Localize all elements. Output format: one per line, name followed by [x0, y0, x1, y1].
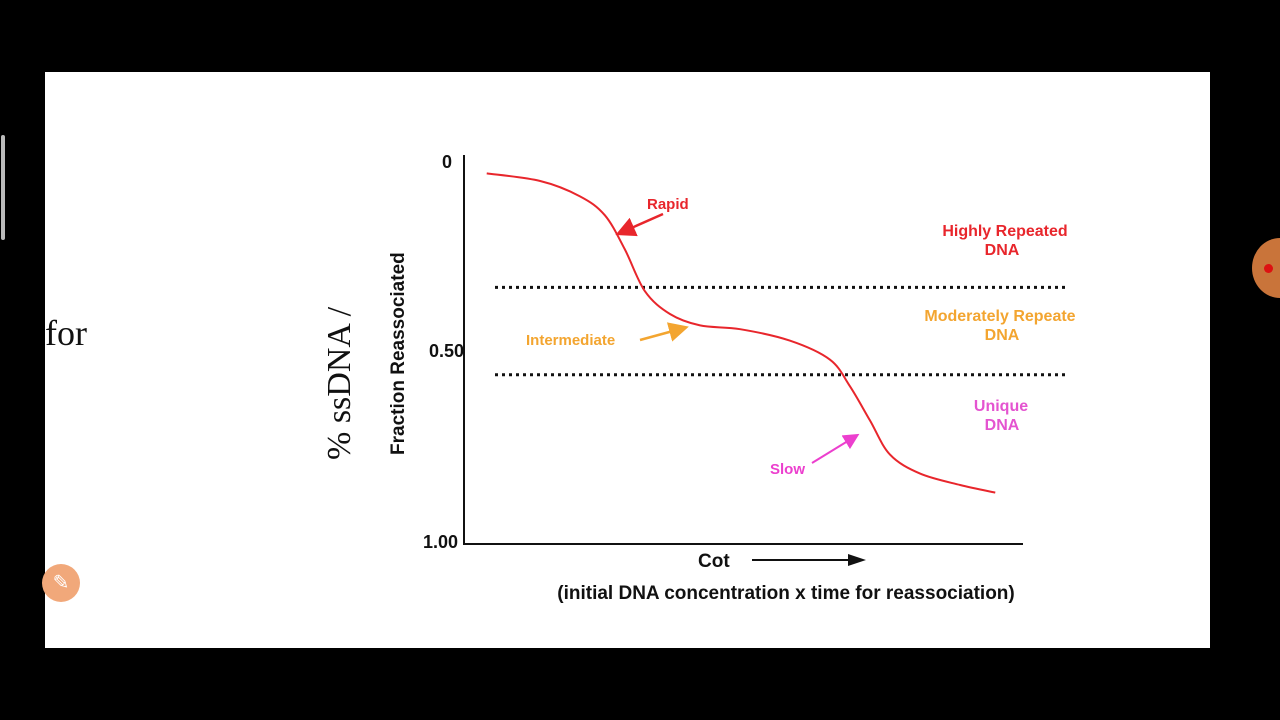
x-axis-label: Cot: [698, 551, 730, 572]
y-label-outer: % ssDNA /: [321, 306, 358, 460]
region-label: DNA: [985, 417, 1020, 434]
region-label: DNA: [985, 242, 1020, 259]
slow-arrow: [811, 433, 860, 464]
slide: [45, 72, 1210, 648]
record-icon: [1264, 264, 1273, 273]
reassociation-curve: [486, 172, 996, 494]
region-label: Highly Repeated: [942, 223, 1067, 240]
region-moderately-repeated: Moderately Repeate DNA: [924, 308, 1075, 344]
x-axis-arrowhead: [848, 554, 866, 566]
pen-tool-button[interactable]: ✎: [42, 564, 80, 602]
y-tick-label: 0: [442, 152, 452, 172]
annotation-slow: Slow: [770, 461, 805, 478]
intermediate-arrow: [639, 322, 689, 342]
region-label: DNA: [985, 327, 1020, 344]
rapid-arrow: [615, 212, 664, 237]
y-axis-label: Fraction Reassociated: [388, 252, 409, 455]
x-axis-sublabel: (initial DNA concentration x time for re…: [557, 583, 1014, 604]
y-tick-label: 0.50: [429, 341, 464, 361]
annotation-intermediate: Intermediate: [526, 332, 615, 349]
region-label: Moderately Repeate: [924, 308, 1075, 325]
side-text: for: [45, 313, 87, 353]
y-tick-label: 1.00: [423, 532, 458, 552]
region-label: Unique: [974, 398, 1028, 415]
region-highly-repeated: Highly Repeated DNA: [942, 223, 1067, 259]
pencil-icon: ✎: [52, 572, 70, 594]
scrollbar[interactable]: [1, 135, 5, 240]
region-unique: Unique DNA: [974, 398, 1028, 434]
annotation-rapid: Rapid: [647, 196, 689, 213]
